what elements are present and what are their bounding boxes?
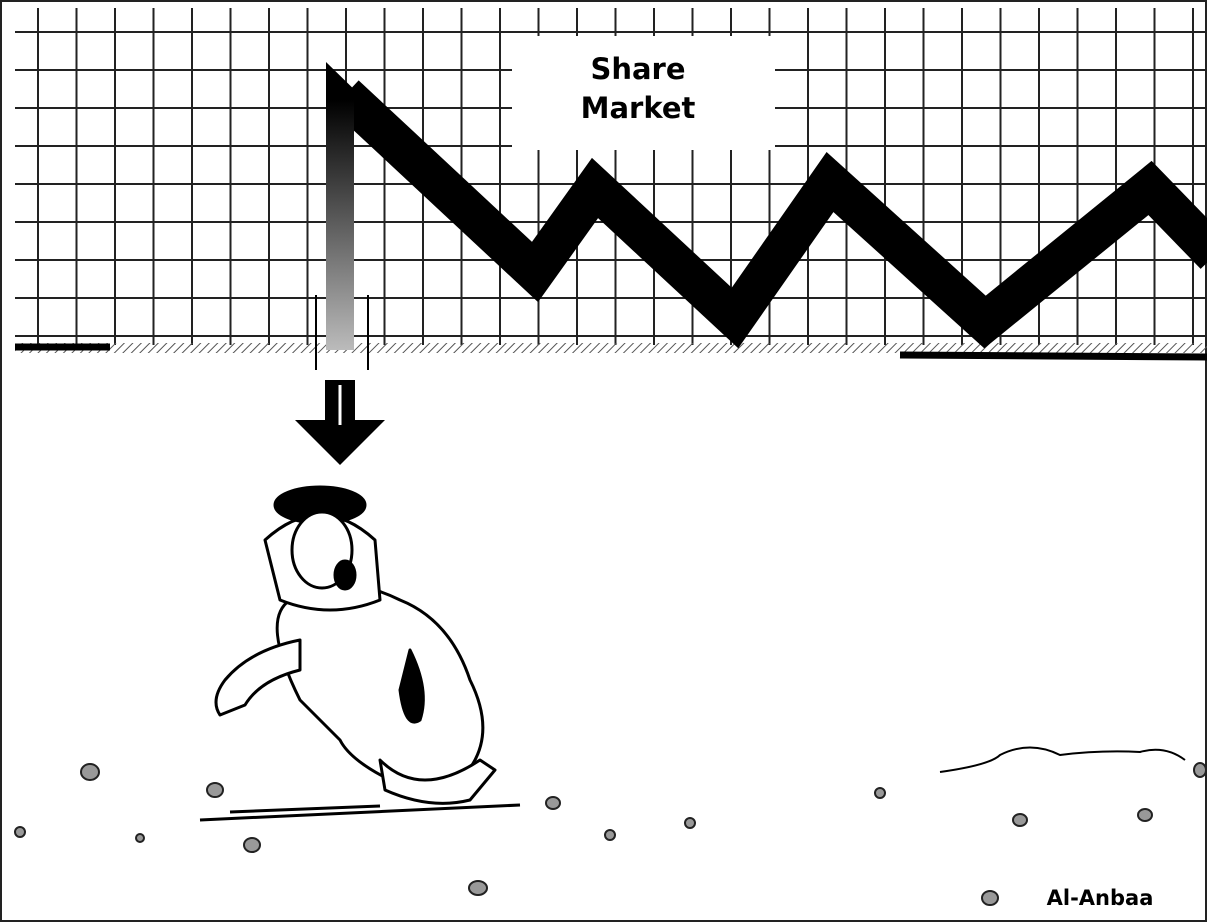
baseline-right [900, 355, 1207, 357]
page: Share Market Al-Anbaa (() => { const dat… [0, 0, 1207, 922]
credit: Al-Anbaa [1047, 886, 1154, 910]
title-line: Market [581, 91, 696, 125]
mouth [335, 561, 355, 589]
title-line: Share [590, 52, 685, 86]
baseline-hatch [15, 343, 1207, 353]
cartoon: Share Market Al-Anbaa [0, 0, 1207, 922]
drop-line [326, 100, 354, 350]
